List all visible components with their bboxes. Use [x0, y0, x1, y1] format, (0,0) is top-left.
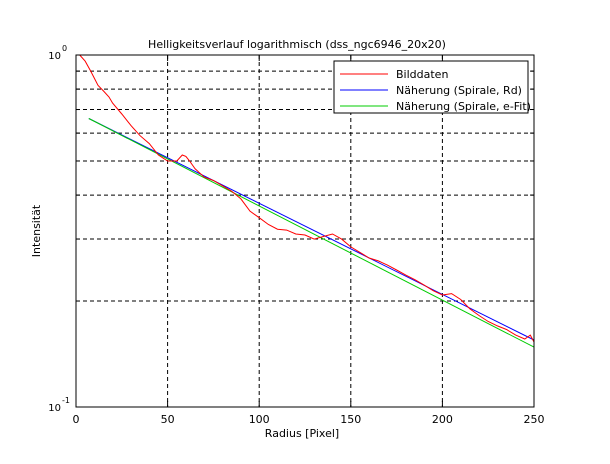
y-tick-label-base: 10	[48, 51, 61, 62]
y-tick-label-base: 10	[48, 403, 61, 414]
x-tick-label: 100	[249, 413, 270, 426]
plot-frame	[75, 54, 535, 408]
x-tick-labels: 0 50 100 150 200 250	[73, 413, 545, 426]
chart-title: Helligkeitsverlauf logarithmisch (dss_ng…	[148, 38, 446, 51]
series-line-2	[88, 118, 535, 341]
x-tick-label: 50	[161, 413, 175, 426]
y-axis-label: Intensität	[30, 204, 43, 257]
series-line-3	[88, 118, 535, 348]
legend-label-1: Bilddaten	[396, 68, 448, 81]
x-tick-label: 0	[73, 413, 80, 426]
ticks	[75, 54, 535, 408]
x-tick-label: 200	[432, 413, 453, 426]
series-layer	[79, 54, 535, 348]
x-tick-label: 250	[524, 413, 545, 426]
legend-label-3: Näherung (Spirale, e-Fit)	[396, 100, 531, 113]
series-line-1	[79, 54, 535, 343]
legend-label-2: Näherung (Spirale, Rd)	[396, 84, 522, 97]
legend: Bilddaten Näherung (Spirale, Rd) Näherung …	[333, 60, 531, 114]
x-axis-label: Radius [Pixel]	[265, 427, 339, 440]
legend-box	[333, 60, 529, 114]
x-tick-label: 150	[340, 413, 361, 426]
y-tick-label-exponent: -1	[62, 396, 70, 405]
y-tick-label-exponent: 0	[62, 44, 67, 53]
